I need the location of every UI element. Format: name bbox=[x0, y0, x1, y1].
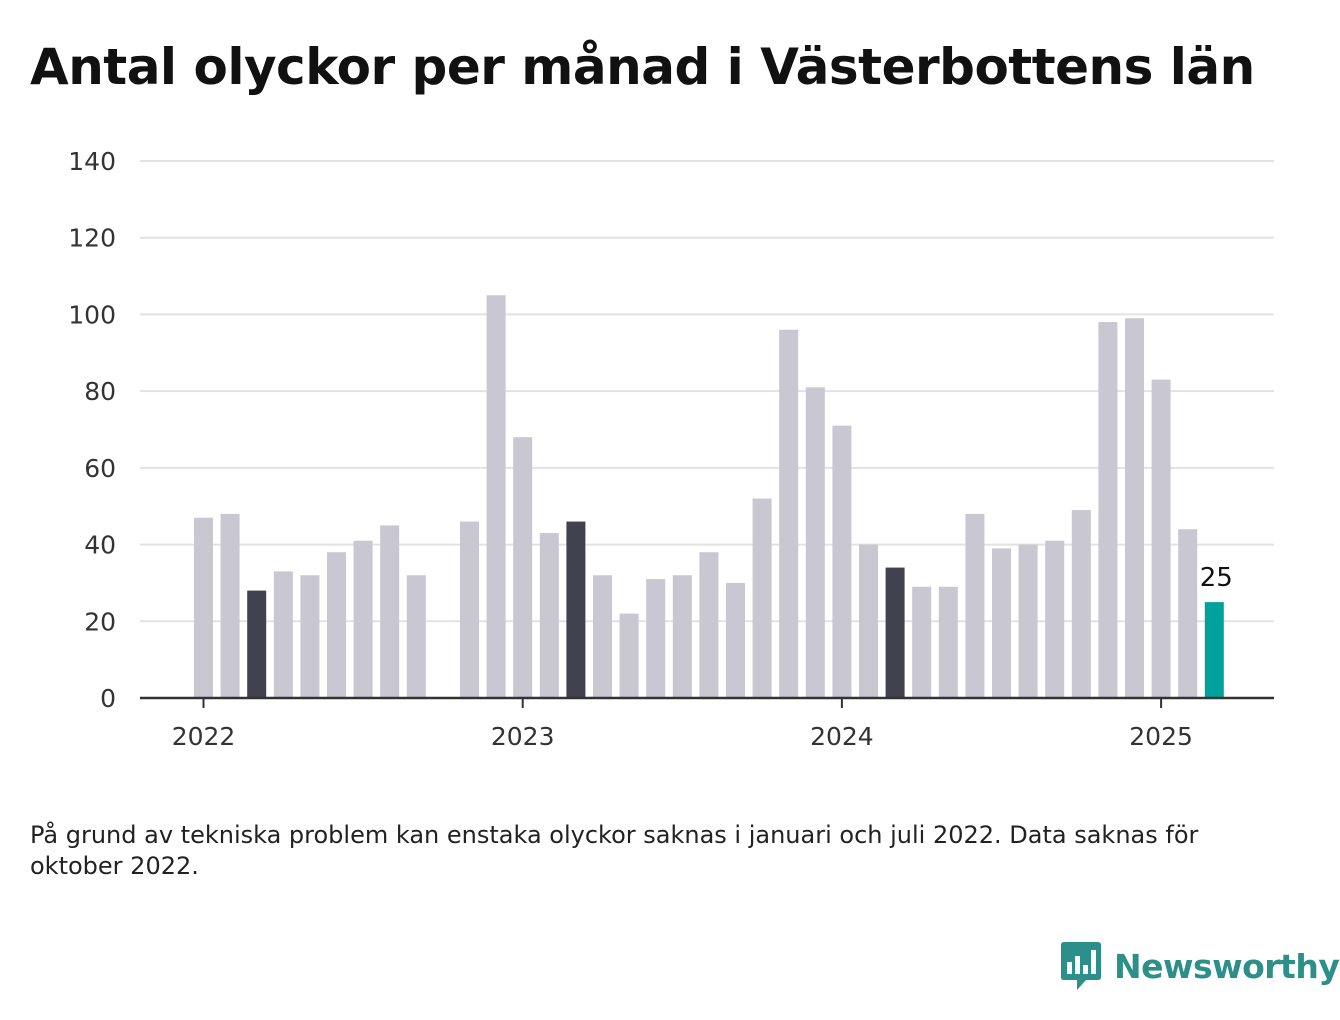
bar-2024-03 bbox=[885, 567, 905, 698]
bar-2024-09 bbox=[1045, 540, 1065, 698]
bar-2022-04 bbox=[273, 571, 293, 698]
y-tick-label: 20 bbox=[84, 607, 116, 636]
bar-2024-01 bbox=[832, 425, 852, 698]
bar-2023-04 bbox=[593, 575, 612, 698]
bar-2023-03 bbox=[566, 521, 586, 698]
bar-2023-10 bbox=[752, 498, 772, 698]
y-tick-label: 0 bbox=[100, 684, 116, 713]
y-tick-label: 40 bbox=[84, 531, 116, 560]
bar-2022-09 bbox=[406, 575, 426, 698]
data-label-background bbox=[1197, 562, 1236, 593]
bar-2022-05 bbox=[300, 575, 320, 698]
bar-2024-07 bbox=[992, 548, 1011, 698]
y-axis-labels: 0 20 40 60 80 100 120 140 bbox=[68, 147, 116, 713]
bars bbox=[194, 295, 1224, 698]
y-tick-label: 120 bbox=[68, 224, 116, 253]
chart-title: Antal olyckor per månad i Västerbottens … bbox=[30, 38, 1255, 96]
bar-2023-07 bbox=[672, 575, 692, 698]
bar-2023-05 bbox=[619, 613, 639, 698]
y-tick-label: 140 bbox=[68, 147, 116, 176]
y-tick-label: 60 bbox=[84, 454, 116, 483]
brand-name: Newsworthy bbox=[1114, 946, 1340, 986]
x-tick-label: 2022 bbox=[172, 722, 236, 751]
bar-2022-07 bbox=[353, 540, 373, 698]
bar-2023-06 bbox=[646, 579, 666, 698]
bar-2024-06 bbox=[965, 513, 985, 698]
bar-2023-12 bbox=[805, 387, 825, 698]
bar-2022-02 bbox=[220, 513, 240, 698]
bar-2024-04 bbox=[912, 586, 932, 698]
x-tick-label: 2024 bbox=[810, 722, 874, 751]
bar-2025-02 bbox=[1178, 529, 1198, 698]
bar-2023-02 bbox=[539, 533, 559, 698]
bar-2022-08 bbox=[380, 525, 400, 698]
brand-logo[interactable]: Newsworthy bbox=[1060, 940, 1340, 992]
bar-2024-10 bbox=[1071, 510, 1091, 698]
bar-2025-01 bbox=[1151, 379, 1171, 698]
data-label: 25 bbox=[1200, 563, 1233, 593]
bar-2023-09 bbox=[726, 582, 745, 698]
bar-2022-12 bbox=[486, 295, 506, 698]
y-tick-label: 100 bbox=[68, 300, 116, 329]
bar-chart-speech-bubble-icon bbox=[1061, 942, 1101, 990]
bar-2024-05 bbox=[938, 586, 958, 698]
bar-2023-11 bbox=[779, 329, 799, 698]
bar-2022-06 bbox=[327, 552, 346, 698]
bar-2025-03 bbox=[1204, 602, 1224, 698]
annotations: 25 bbox=[1197, 562, 1236, 593]
bar-2024-08 bbox=[1018, 544, 1038, 698]
bar-2022-01 bbox=[194, 517, 213, 698]
bar-2022-03 bbox=[247, 590, 267, 698]
bar-2024-11 bbox=[1098, 322, 1118, 698]
bar-2024-02 bbox=[859, 544, 878, 698]
footnote: På grund av tekniska problem kan enstaka… bbox=[30, 821, 1199, 880]
y-tick-label: 80 bbox=[84, 377, 116, 406]
x-axis-ticks: 2022 2023 2024 2025 bbox=[172, 698, 1193, 751]
bar-2023-01 bbox=[513, 437, 533, 698]
bar-chart: 0 20 40 60 80 100 120 140 2022 2023 2024 2025 25 bbox=[68, 147, 1274, 751]
bar-2024-12 bbox=[1125, 318, 1144, 698]
bar-2023-08 bbox=[699, 552, 719, 698]
x-tick-label: 2023 bbox=[491, 722, 555, 751]
x-tick-label: 2025 bbox=[1129, 722, 1193, 751]
bar-2022-11 bbox=[460, 521, 479, 698]
